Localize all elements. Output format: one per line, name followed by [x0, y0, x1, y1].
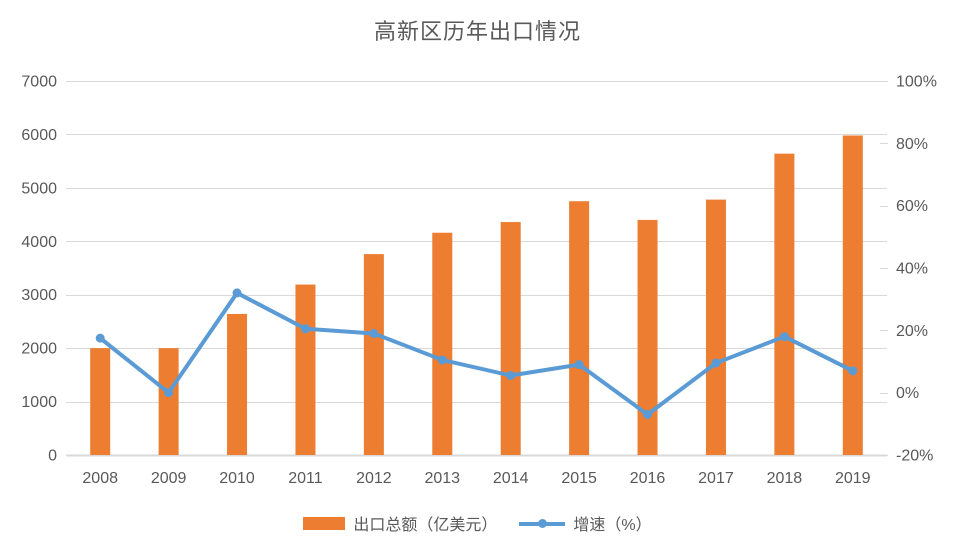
bar-2017: [705, 199, 726, 455]
line-point-2008: [95, 333, 105, 343]
bar-2015: [569, 201, 590, 455]
x-axis-label-2016: 2016: [630, 470, 666, 487]
x-axis-label-2017: 2017: [698, 470, 734, 487]
x-axis-label-2018: 2018: [767, 470, 803, 487]
right-axis-label-60%: 60%: [896, 198, 928, 215]
x-axis-label-2008: 2008: [82, 470, 118, 487]
line-point-2019: [848, 366, 858, 376]
bar-2011: [295, 284, 316, 455]
left-axis-label-0: 0: [48, 448, 57, 465]
legend-line-marker-icon: [537, 518, 547, 528]
line-point-2016: [643, 409, 653, 419]
x-axis-label-2019: 2019: [835, 470, 871, 487]
right-axis-label-80%: 80%: [896, 136, 928, 153]
x-axis-label-2015: 2015: [561, 470, 597, 487]
bar-2010: [227, 313, 248, 455]
legend-line-label: 增速（%）: [573, 517, 652, 534]
bar-2014: [500, 222, 521, 455]
chart-title: 高新区历年出口情况: [373, 20, 581, 45]
bar-2016: [637, 219, 658, 455]
growth-line: [98, 290, 855, 417]
bar-2012: [363, 254, 384, 455]
right-axis-label-0%: 0%: [896, 385, 919, 402]
x-axis-label-2010: 2010: [219, 470, 255, 487]
x-axis-label-2009: 2009: [151, 470, 187, 487]
left-axis-label-3000: 3000: [21, 287, 57, 304]
line-point-2017: [711, 358, 721, 368]
right-axis-label-100%: 100%: [896, 74, 937, 91]
legend-bar-label: 出口总额（亿美元）: [353, 517, 498, 534]
left-axis-label-6000: 6000: [21, 127, 57, 144]
left-axis-label-7000: 7000: [21, 74, 57, 91]
line-point-2014: [506, 371, 516, 381]
left-axis-label-4000: 4000: [21, 234, 57, 251]
right-axis-label--20%: -20%: [896, 448, 933, 465]
legend-bar-swatch: [303, 516, 346, 530]
line-point-2011: [300, 324, 310, 334]
x-axis-label-2013: 2013: [424, 470, 460, 487]
line-point-2015: [574, 360, 584, 370]
line-point-2018: [779, 332, 789, 342]
right-axis-label-40%: 40%: [896, 261, 928, 278]
left-axis-label-2000: 2000: [21, 341, 57, 358]
x-axis-label-2012: 2012: [356, 470, 392, 487]
line-point-2013: [437, 355, 447, 365]
right-axis-label-20%: 20%: [896, 323, 928, 340]
legend: 出口总额（亿美元） 增速（%）: [0, 511, 955, 535]
bar-2019: [842, 135, 863, 456]
legend-line-swatch: [519, 517, 566, 530]
line-point-2010: [232, 288, 242, 298]
x-axis-label-2014: 2014: [493, 470, 529, 487]
line-point-2012: [369, 328, 379, 338]
bar-2008: [90, 348, 111, 455]
x-axis-label-2011: 2011: [288, 470, 323, 487]
bar-2009: [158, 348, 179, 455]
bar-2013: [432, 232, 453, 455]
left-axis-label-5000: 5000: [21, 180, 57, 197]
line-point-2009: [164, 388, 174, 398]
bar-2018: [774, 153, 795, 456]
left-axis-label-1000: 1000: [21, 394, 57, 411]
